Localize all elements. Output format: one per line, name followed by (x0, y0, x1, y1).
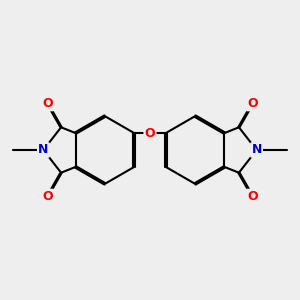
Text: N: N (38, 143, 49, 157)
Text: O: O (247, 190, 258, 203)
Text: O: O (145, 127, 155, 140)
Text: O: O (247, 97, 258, 110)
Text: O: O (42, 190, 53, 203)
Text: O: O (42, 97, 53, 110)
Text: N: N (251, 143, 262, 157)
